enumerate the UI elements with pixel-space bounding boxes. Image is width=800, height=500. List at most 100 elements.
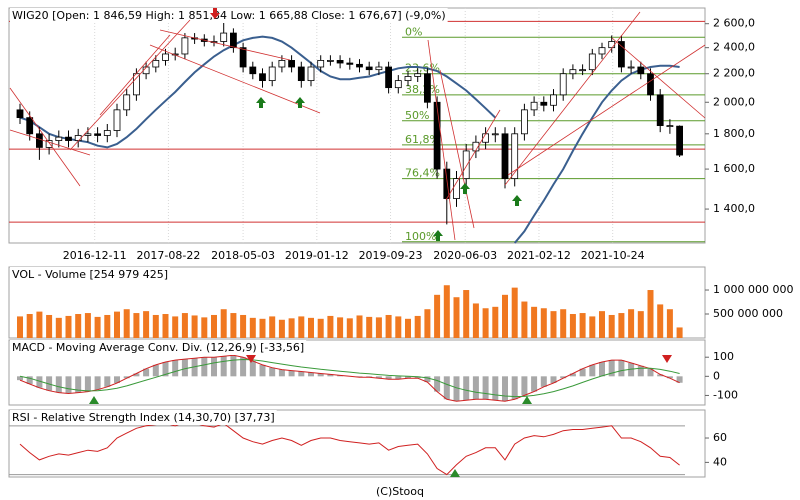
candle-body [404,76,412,82]
panel-title-bg [10,8,448,23]
macd-bar [511,376,518,400]
volume-bar [569,314,576,338]
macd-bar [201,357,208,377]
macd-bar [434,376,441,392]
volume-bar [55,317,62,338]
volume-bar [511,287,518,338]
volume-bar [414,315,421,338]
candle-body [559,73,567,96]
candle-body [268,66,276,82]
candle-body [627,66,635,69]
decoration [450,469,460,477]
macd-bar [550,376,557,384]
candle-body [530,101,538,111]
volume-bar [17,316,23,338]
volume-bar [628,309,635,338]
volume-bar [104,314,111,338]
macd-bar [472,376,479,400]
volume-bar [337,317,344,338]
candle-body [152,60,160,68]
macd-bar [414,376,421,379]
decoration [504,11,641,186]
candle-body [569,69,577,75]
y-tick-label: 60 [713,431,727,444]
y-tick-label: 1 400,0 [713,202,755,215]
macd-bar [579,368,586,377]
candle-body [74,135,82,141]
macd-bar [637,365,644,377]
volume-bar [65,315,72,338]
macd-bar [230,355,237,377]
macd-bar [443,376,450,400]
panel-title: MACD - Moving Average Conv. Div. (12,26,… [12,341,304,354]
panel-title: WIG20 [Open: 1 846,59 High: 1 851,34 Low… [12,9,446,22]
volume-bar [531,306,538,338]
volume-bar [434,294,441,338]
x-tick-label: 2016-12-11 [63,249,127,262]
candle-body [491,133,499,136]
volume-bar [521,301,528,338]
macd-bar [628,362,635,377]
y-tick-label: 40 [713,455,727,468]
y-tick-label: 2 000,0 [713,95,755,108]
candle-body [385,66,393,89]
candle-body [365,66,373,71]
candle-body [511,133,519,179]
macd-bar [453,376,460,402]
candle-body [249,66,257,75]
volume-bar [298,316,305,338]
macd-bar [424,376,431,383]
x-tick-label: 2019-09-23 [359,249,423,262]
volume-bar [211,314,217,338]
volume-bar [502,294,508,338]
candle-body [326,60,334,62]
volume-bar [288,318,295,338]
volume-bar [114,311,120,338]
y-tick-label: 1 600,0 [713,162,755,175]
candle-body [453,178,460,199]
volume-bar [240,314,247,338]
decoration [512,195,522,206]
x-tick-label: 2021-02-12 [507,249,571,262]
candle-body [579,69,586,72]
y-tick-label: 1 800,0 [713,127,755,140]
candle-body [26,117,34,135]
macd-bar [540,376,547,387]
volume-bar [647,290,654,338]
volume-bar [550,311,557,338]
macd-bar [492,376,499,401]
macd-bar [55,376,62,393]
x-tick-label: 2019-01-12 [285,249,349,262]
x-tick-label: 2017-08-22 [136,249,200,262]
volume-bar [75,314,82,338]
macd-bar [17,376,23,381]
candle-body [307,66,315,82]
macd-bar [298,371,305,377]
volume-bar [26,314,33,338]
volume-bar [133,313,140,338]
candle-body [36,133,43,148]
macd-bar [114,376,120,384]
volume-bar [317,318,324,338]
y-tick-label: 2 600,0 [713,17,755,30]
volume-bar [84,313,91,338]
y-tick-label: 2 400,0 [713,41,755,54]
volume-bar [589,316,596,338]
candle-body [540,101,548,106]
decoration [9,87,81,187]
macd-bar [657,374,664,377]
macd-bar [211,357,217,377]
macd-bar [220,356,227,377]
decoration [611,37,706,119]
rsi-line [19,421,680,476]
decoration [89,396,99,404]
macd-bar [84,376,91,392]
macd-bar [181,359,188,377]
macd-bar [317,373,324,377]
macd-bar [133,373,140,377]
macd-bar [172,360,179,377]
candle-body [297,66,305,82]
moving-average [19,35,680,244]
macd-bar [599,361,605,377]
decoration [159,29,291,61]
